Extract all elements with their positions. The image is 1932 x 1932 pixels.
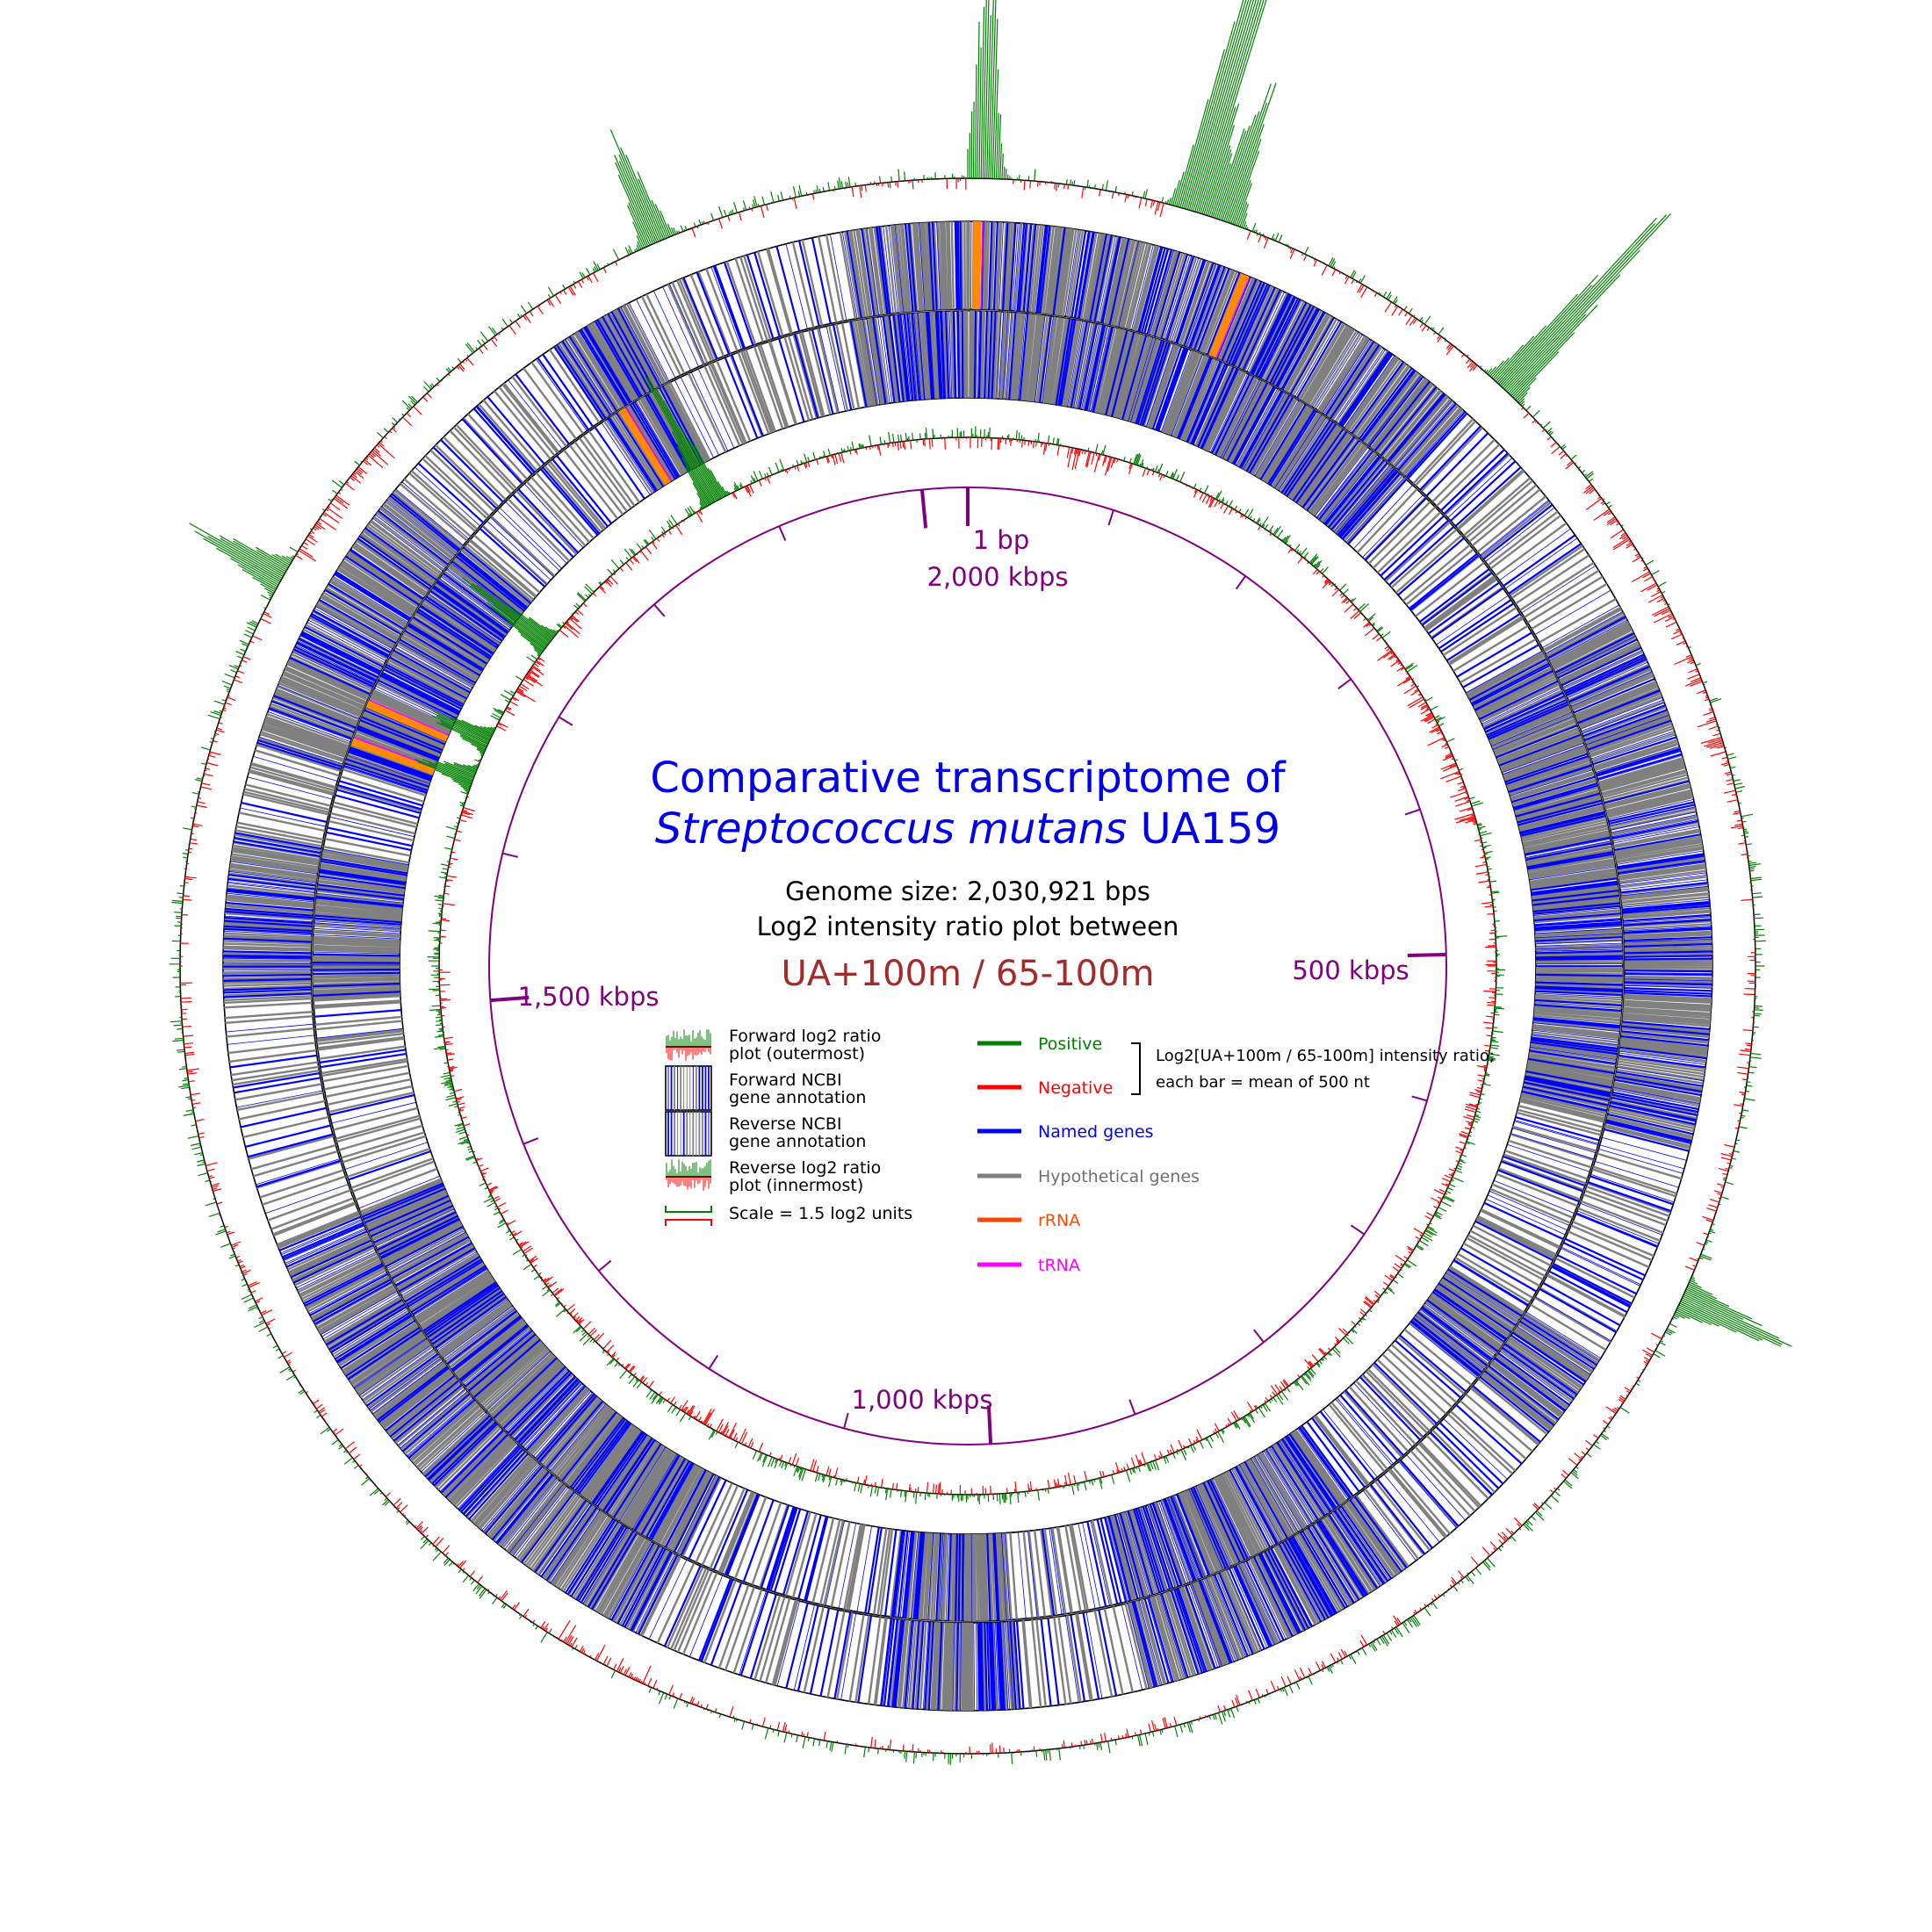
legend-negative: Negative xyxy=(977,1078,1113,1098)
legend-negative-label: Negative xyxy=(1038,1078,1113,1098)
scale-label: 1,000 kbps xyxy=(852,1385,993,1415)
legend-reverse-plot: Reverse log2 ratio plot (innermost) xyxy=(666,1158,881,1195)
comparison-label: UA+100m / 65-100m xyxy=(781,954,1154,994)
legend-hypothetical-genes: Hypothetical genes xyxy=(977,1167,1200,1186)
scale-minor-tick xyxy=(598,1259,612,1272)
scale-major-tick xyxy=(919,489,928,529)
swatch-scale-negative xyxy=(665,1219,712,1226)
forward-genes-named-genes-minor xyxy=(222,220,1713,1712)
legend-positive-label: Positive xyxy=(1038,1034,1102,1054)
forward-gene-annotation-track xyxy=(222,220,1713,1712)
track-legend: Forward log2 ratio plot (outermost) Forw… xyxy=(665,1027,912,1226)
scale-minor-tick xyxy=(1411,1095,1428,1102)
forward-genes-inner-border xyxy=(310,308,1626,1624)
forward-log2-ratio-track xyxy=(169,0,1792,1766)
scale-minor-tick xyxy=(1128,1399,1136,1415)
legend-reverse-genes: Reverse NCBI gene annotation xyxy=(665,1111,866,1157)
legend-forward-genes-text-2: gene annotation xyxy=(729,1088,866,1107)
species-name: Streptococcus mutans xyxy=(655,804,1127,854)
scale-minor-tick xyxy=(1350,1224,1365,1236)
reverse-gene-annotation-track xyxy=(312,310,1624,1622)
title-line-1: Comparative transcriptome of xyxy=(650,753,1286,803)
scale-label: 1 bp xyxy=(973,525,1030,555)
legend-named-genes: Named genes xyxy=(977,1122,1154,1142)
scale-minor-tick xyxy=(778,525,787,542)
legend-reverse-plot-swatch xyxy=(666,1159,711,1191)
scale-minor-tick xyxy=(708,1354,719,1370)
scale-minor-tick xyxy=(1337,678,1352,689)
legend-reverse-genes-text-2: gene annotation xyxy=(729,1132,866,1151)
strain-name: UA159 xyxy=(1140,804,1280,854)
color-legend: Positive Negative Named genes Hypothetic… xyxy=(977,1034,1495,1275)
legend-trna: tRNA xyxy=(977,1256,1080,1275)
swatch-frame xyxy=(665,1111,712,1157)
legend-bracket xyxy=(1131,1042,1141,1095)
legend-reverse-plot-text-2: plot (innermost) xyxy=(729,1176,863,1195)
scale-label: 1,500 kbps xyxy=(518,982,660,1012)
ratio-description: Log2 intensity ratio plot between xyxy=(757,912,1179,941)
legend-rrna: rRNA xyxy=(977,1211,1080,1230)
scale-minor-tick xyxy=(653,603,666,617)
scale-minor-tick xyxy=(523,1137,539,1145)
legend-forward-plot-text-1: Forward log2 ratio xyxy=(729,1027,881,1046)
reverse-genes-named-genes-minor xyxy=(312,311,1624,1622)
legend-rrna-label: rRNA xyxy=(1038,1211,1080,1230)
reverse-genes-hypothetical-genes xyxy=(312,310,1624,1622)
reverse-log2-ratio-track xyxy=(414,375,1508,1505)
swatch-scale-positive xyxy=(665,1206,712,1213)
scale-label: 500 kbps xyxy=(1292,955,1409,985)
forward-genes-rrna xyxy=(972,220,1249,358)
legend-positive: Positive xyxy=(977,1034,1102,1054)
reverse-genes-trna xyxy=(353,407,673,768)
legend-reverse-plot-text-1: Reverse log2 ratio xyxy=(729,1158,881,1178)
reverse-genes-rrna xyxy=(350,407,671,775)
title-line-2: Streptococcus mutans UA159 xyxy=(655,804,1280,854)
legend-scale-text: Scale = 1.5 log2 units xyxy=(729,1204,912,1223)
legend-bracket-note-2: each bar = mean of 500 nt xyxy=(1156,1073,1370,1092)
legend-forward-plot: Forward log2 ratio plot (outermost) xyxy=(666,1027,881,1063)
legend-scale-swatch xyxy=(665,1206,712,1226)
genome-scale-ring: 1 bp 2,000 kbps 500 kbps 1,000 kbps 1,500 kb… xyxy=(488,487,1447,1445)
legend-reverse-genes-text-1: Reverse NCBI xyxy=(729,1114,842,1134)
scale-minor-tick xyxy=(1235,575,1246,590)
legend-named-genes-label: Named genes xyxy=(1038,1122,1154,1142)
legend-scale: Scale = 1.5 log2 units xyxy=(665,1204,912,1226)
swatch-frame xyxy=(665,1065,712,1111)
forward-genes-trna xyxy=(980,221,1251,358)
scale-minor-tick xyxy=(1404,808,1421,816)
scale-minor-tick xyxy=(843,1412,849,1429)
genome-size-label: Genome size: 2,030,921 bps xyxy=(785,876,1150,906)
scale-minor-tick xyxy=(1107,509,1114,526)
legend-bracket-note-1: Log2[UA+100m / 65-100m] intensity ratio; xyxy=(1156,1047,1495,1065)
title-block: Comparative transcriptome of Streptococc… xyxy=(650,753,1286,994)
legend-forward-plot-swatch xyxy=(666,1029,711,1061)
legend-hypothetical-genes-label: Hypothetical genes xyxy=(1038,1167,1200,1186)
scale-major-tick xyxy=(986,1405,993,1445)
scale-minor-tick xyxy=(502,852,519,858)
legend-forward-genes-swatch xyxy=(665,1065,712,1111)
legend-forward-plot-text-2: plot (outermost) xyxy=(729,1044,865,1063)
legend-forward-genes-text-1: Forward NCBI xyxy=(729,1071,842,1090)
forward-ratio-negative-bars xyxy=(180,177,1756,1755)
legend-trna-label: tRNA xyxy=(1038,1256,1080,1275)
scale-major-tick xyxy=(490,995,530,1003)
scale-minor-tick xyxy=(1253,1329,1265,1343)
legend-forward-genes: Forward NCBI gene annotation xyxy=(665,1065,866,1111)
reverse-ratio-negative-bars xyxy=(438,437,1497,1496)
scale-minor-tick xyxy=(559,716,573,726)
legend-reverse-genes-swatch xyxy=(665,1111,712,1157)
scale-label: 2,000 kbps xyxy=(927,562,1069,592)
reverse-genes-named-genes xyxy=(312,310,1624,1622)
